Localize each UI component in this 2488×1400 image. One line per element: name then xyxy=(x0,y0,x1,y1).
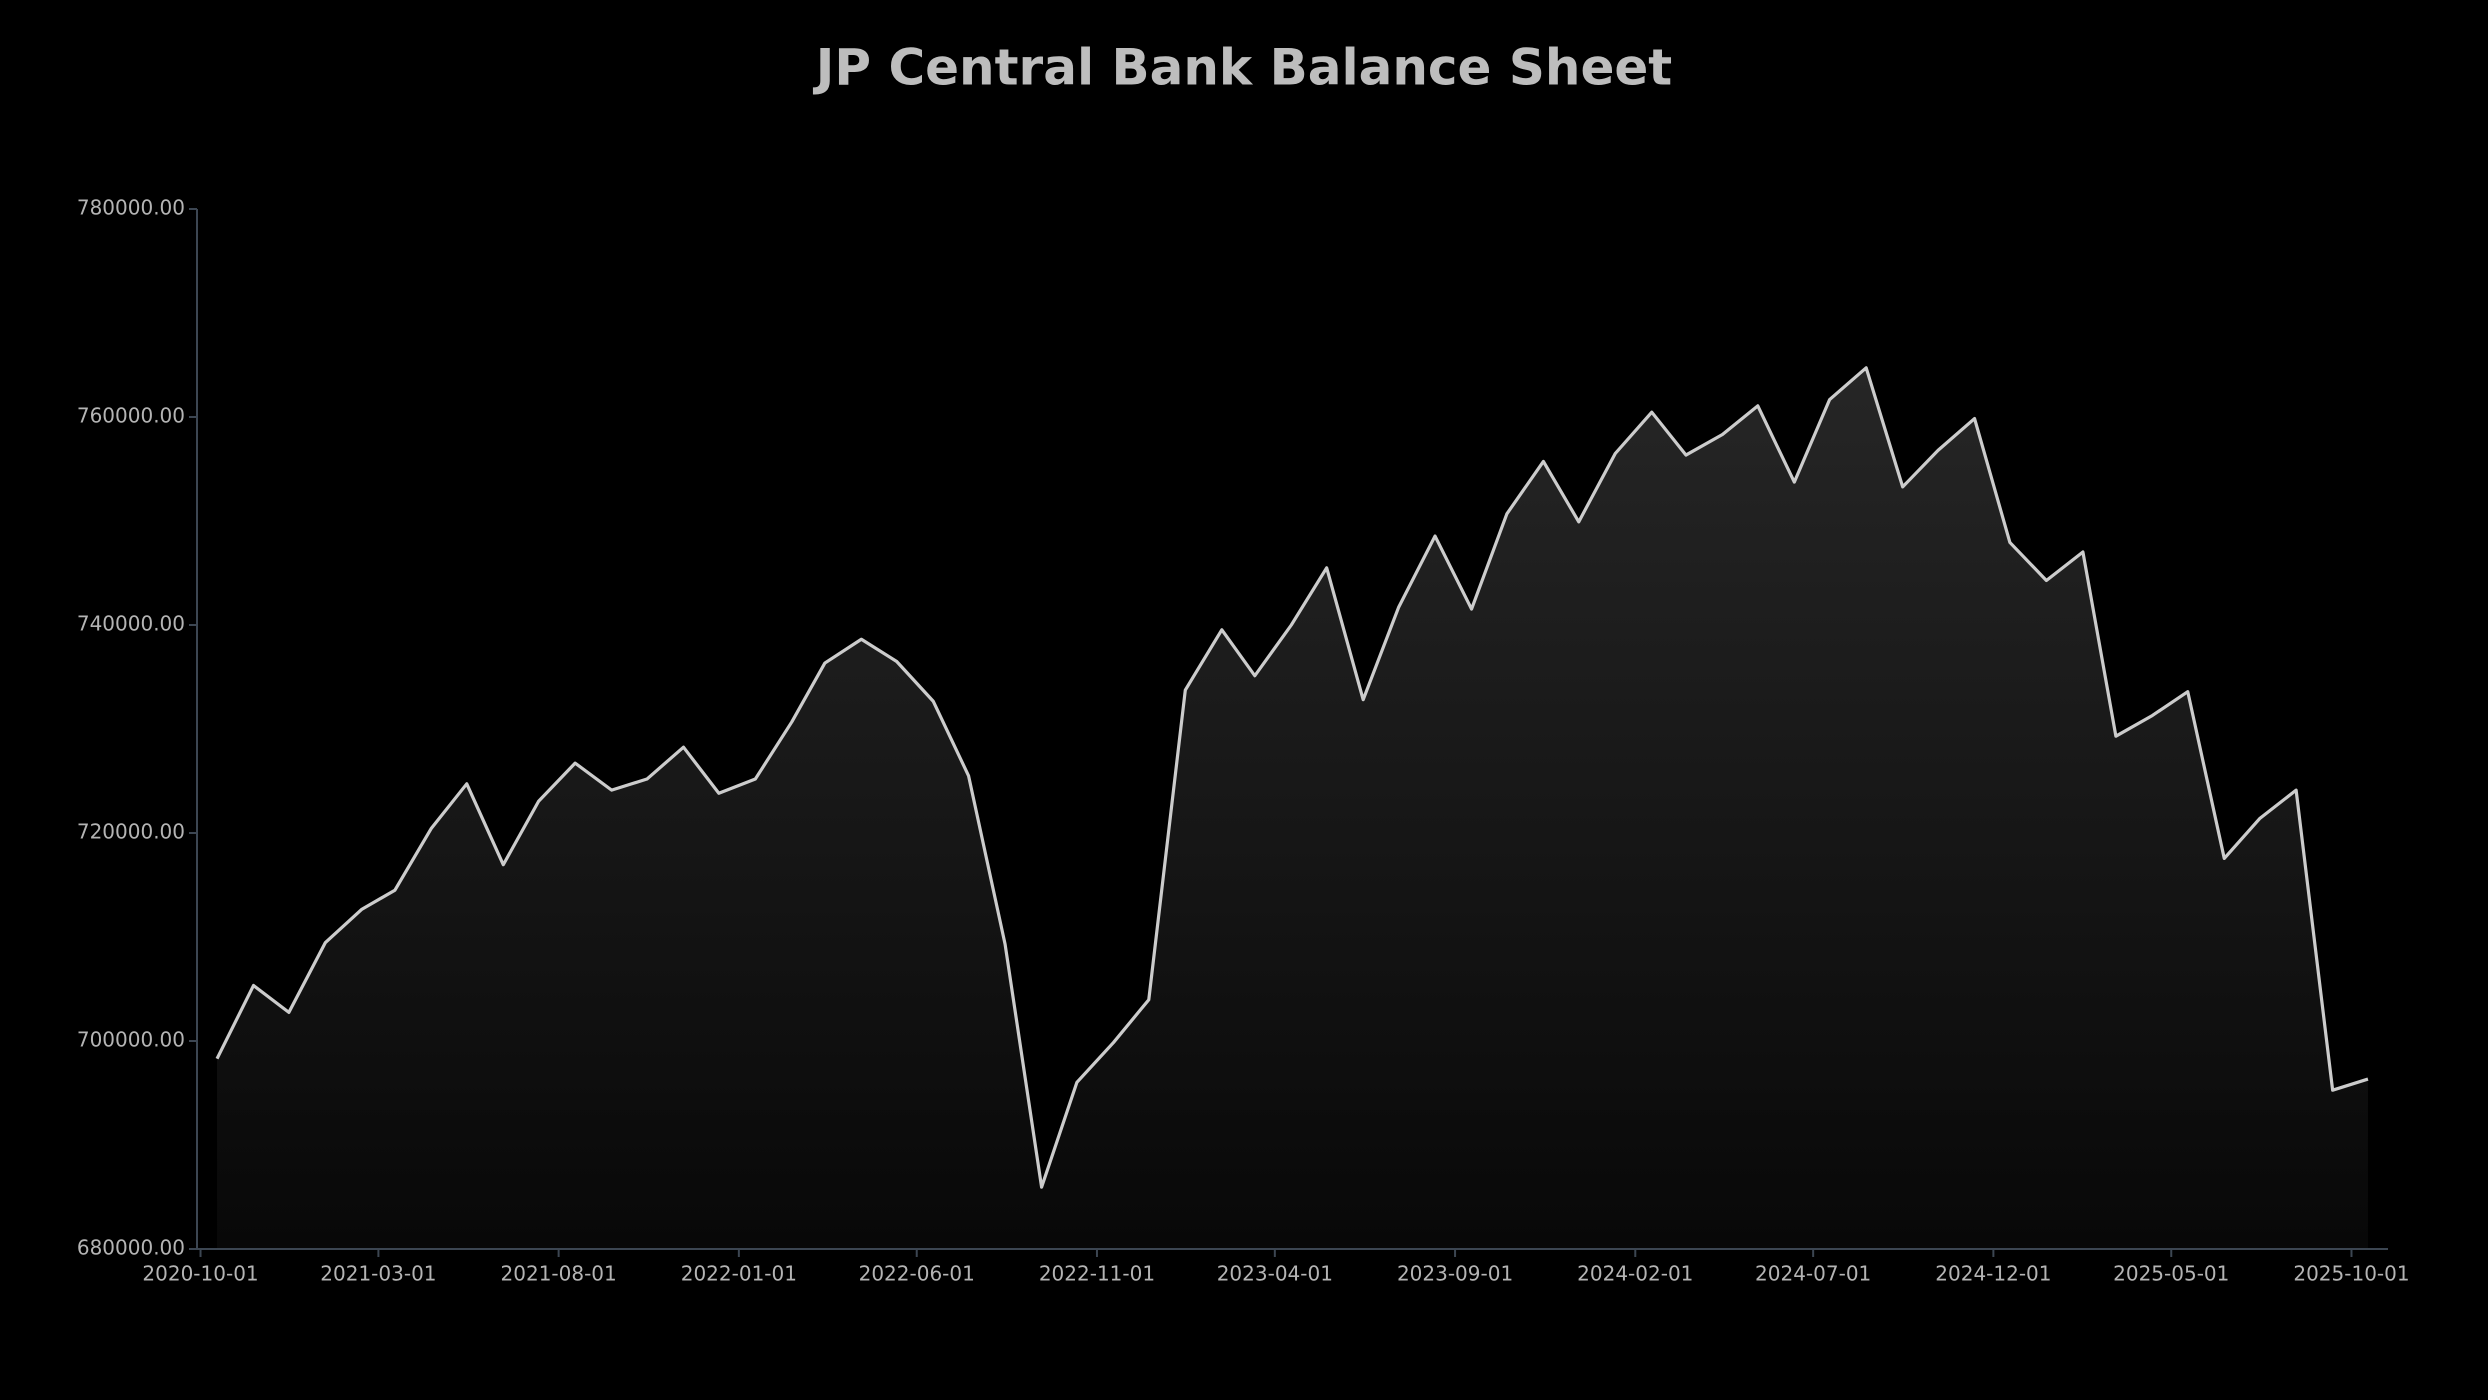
x-tick-label: 2020-10-01 xyxy=(142,1262,258,1286)
area-fill xyxy=(217,367,2368,1249)
line xyxy=(215,366,2369,1189)
y-tick-label: 760000.00 xyxy=(77,404,185,428)
chart-title: JP Central Bank Balance Sheet xyxy=(813,39,1672,97)
x-tick-label: 2022-01-01 xyxy=(681,1262,797,1286)
x-tick-label: 2025-05-01 xyxy=(2113,1262,2229,1286)
y-tick-label: 740000.00 xyxy=(77,612,185,636)
x-tick-label: 2023-09-01 xyxy=(1397,1262,1513,1286)
x-tick-label: 2022-06-01 xyxy=(859,1262,975,1286)
x-tick-label: 2023-04-01 xyxy=(1217,1262,1333,1286)
y-tick-label: 700000.00 xyxy=(77,1028,185,1052)
x-tick-label: 2021-03-01 xyxy=(320,1262,436,1286)
x-tick-label: 2022-11-01 xyxy=(1039,1262,1155,1286)
x-tick-label: 2021-08-01 xyxy=(501,1262,617,1286)
y-tick-label: 680000.00 xyxy=(77,1236,185,1260)
x-tick-label: 2024-02-01 xyxy=(1577,1262,1693,1286)
x-tick-label: 2024-12-01 xyxy=(1935,1262,2051,1286)
x-tick-label: 2024-07-01 xyxy=(1755,1262,1871,1286)
y-tick-label: 720000.00 xyxy=(77,820,185,844)
x-tick-label: 2025-10-01 xyxy=(2293,1262,2409,1286)
y-tick-label: 780000.00 xyxy=(77,196,185,220)
